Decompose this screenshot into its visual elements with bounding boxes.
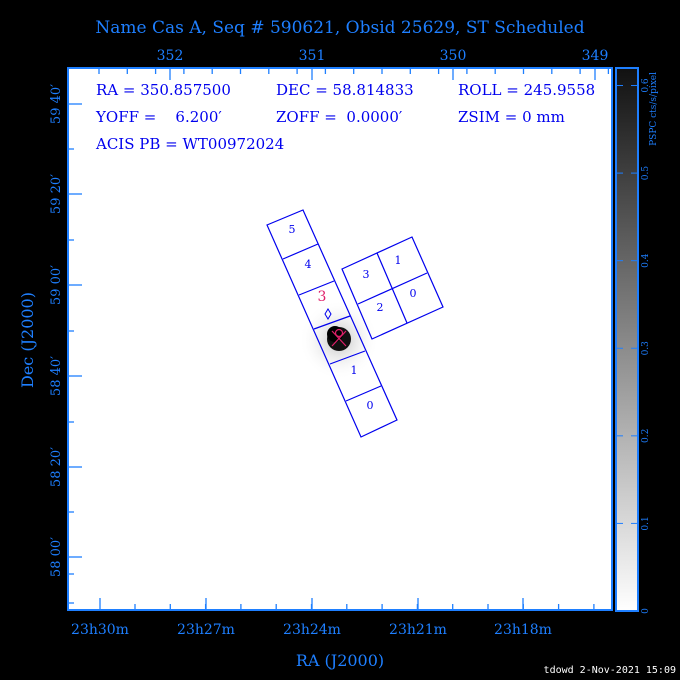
chip-label: 0 bbox=[410, 287, 417, 300]
acis-i-chip-dividers bbox=[357, 252, 428, 324]
acis-s-array bbox=[266, 209, 398, 438]
colorbar-tick-label: 0 bbox=[641, 608, 651, 614]
y-tick-label: 59 20′ bbox=[49, 174, 64, 214]
y-tick-label: 58 40′ bbox=[49, 356, 64, 396]
colorbar-tick-label: 0.1 bbox=[641, 516, 651, 530]
plot-title: Name Cas A, Seq # 590621, Obsid 25629, S… bbox=[95, 18, 585, 38]
chip-label: 5 bbox=[289, 223, 296, 236]
info-dec: DEC = 58.814833 bbox=[276, 81, 414, 99]
target-x-icon bbox=[331, 330, 347, 347]
colorbar-tick-label: 0.3 bbox=[641, 341, 651, 356]
colorbar-label: PSPC cts/s/pixel bbox=[649, 72, 659, 146]
chip-label: 0 bbox=[367, 399, 374, 412]
x-top-tick-label: 350 bbox=[440, 48, 467, 64]
info-zsim: ZSIM = 0 mm bbox=[458, 108, 565, 126]
y-axis-label: Dec (J2000) bbox=[18, 292, 37, 388]
aimpoint-chip-label: 3 bbox=[318, 289, 327, 305]
x-top-tick-label: 349 bbox=[582, 48, 609, 64]
y-tick-label: 58 00′ bbox=[49, 537, 64, 577]
chip-label: 1 bbox=[395, 254, 402, 267]
x-top-tick-label: 352 bbox=[157, 48, 184, 64]
x-axis-label: RA (J2000) bbox=[296, 651, 384, 670]
y-tick-label: 59 40′ bbox=[49, 84, 64, 124]
colorbar bbox=[615, 67, 639, 612]
x-tick-label: 23h27m bbox=[177, 622, 235, 638]
chip-label: 2 bbox=[377, 301, 384, 314]
y-tick-label: 59 00′ bbox=[49, 265, 64, 305]
colorbar-tick-label: 0.6 bbox=[641, 78, 651, 93]
acis-s-chip-dividers bbox=[282, 243, 382, 402]
info-yoff: YOFF = 6.200′ bbox=[95, 108, 222, 126]
info-roll: ROLL = 245.9558 bbox=[458, 81, 595, 99]
colorbar-tick-label: 0.2 bbox=[641, 429, 651, 443]
aimpoint-circle-icon bbox=[334, 328, 344, 338]
info-zoff: ZOFF = 0.0000′ bbox=[276, 108, 403, 126]
axis-ticks bbox=[68, 68, 610, 610]
sim-diamond-icon bbox=[324, 308, 332, 320]
x-tick-label: 23h18m bbox=[494, 622, 552, 638]
info-acis-pb: ACIS PB = WT00972024 bbox=[95, 135, 284, 153]
x-tick-label: 23h30m bbox=[71, 622, 129, 638]
footer-stamp: tdowd 2-Nov-2021 15:09 bbox=[543, 665, 676, 676]
info-ra: RA = 350.857500 bbox=[96, 81, 231, 99]
colorbar-tick-label: 0.5 bbox=[641, 166, 651, 181]
x-tick-label: 23h24m bbox=[283, 622, 341, 638]
colorbar-tick-label: 0.4 bbox=[641, 253, 651, 268]
x-top-tick-label: 351 bbox=[299, 48, 326, 64]
x-tick-label: 23h21m bbox=[389, 622, 447, 638]
chip-label: 4 bbox=[305, 258, 312, 271]
chip-label: 3 bbox=[363, 268, 370, 281]
acis-i-array bbox=[341, 236, 444, 340]
chip-label: 1 bbox=[351, 364, 358, 377]
y-tick-label: 58 20′ bbox=[49, 447, 64, 487]
